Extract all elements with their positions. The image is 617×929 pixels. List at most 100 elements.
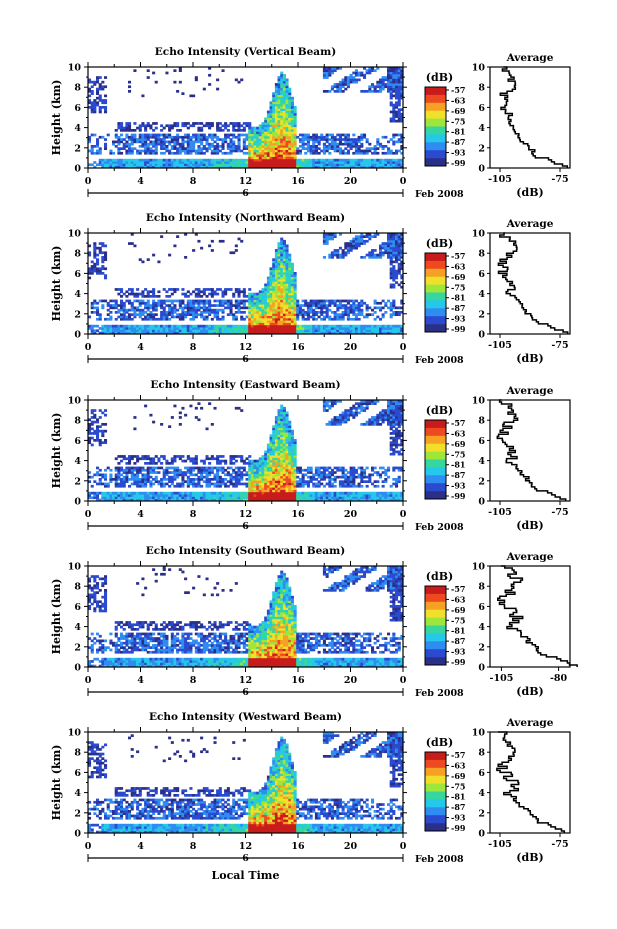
heatmap-cell [218,129,222,132]
heatmap-cell [93,473,97,477]
heatmap-cell [101,491,105,495]
heatmap-cell [387,256,391,259]
heatmap-cell [186,496,190,500]
heatmap-cell [269,158,273,162]
heatmap-cell [253,496,257,500]
heatmap-cell [285,145,289,148]
heatmap-cell [282,94,286,98]
heatmap-cell [250,329,254,333]
heatmap-cell [282,131,286,134]
heatmap-cell [258,290,262,294]
heatmap-cell [120,124,124,128]
heatmap-cell [237,158,241,162]
heatmap-cell [240,491,244,495]
heatmap-cell [357,73,361,77]
heatmap-cell [277,301,281,305]
heatmap-cell [269,135,273,139]
heatmap-cell [277,94,281,98]
heatmap-cell [130,308,134,312]
heatmap-cell [274,103,278,107]
heatmap-cell [152,329,156,333]
heatmap-cell [149,480,153,483]
heatmap-cell [266,140,270,144]
heatmap-cell [141,498,145,502]
heatmap-cell [216,475,220,479]
heatmap-cell [253,135,257,139]
heatmap-cell [338,149,342,153]
heatmap-cell [200,311,204,314]
heatmap-cell [96,253,100,257]
heatmap-cell [117,315,121,319]
heatmap-cell [344,306,348,310]
heatmap-cell [317,299,321,303]
heatmap-cell [146,496,150,500]
heatmap-cell [293,329,297,333]
heatmap-cell [277,258,281,261]
heatmap-cell [240,315,244,319]
heatmap-cell [189,311,193,314]
heatmap-cell [365,233,369,236]
heatmap-cell [338,142,342,146]
heatmap-cell [192,140,196,144]
heatmap-cell [293,327,297,330]
heatmap-cell [224,498,228,502]
heatmap-cell [384,304,388,307]
heatmap-cell [122,327,126,330]
heatmap-cell [229,324,233,328]
heatmap-cell [152,145,156,148]
heatmap-cell [266,324,270,328]
heatmap-cell [274,313,278,316]
heatmap-cell [197,138,201,141]
heatmap-cell [368,329,372,333]
heatmap-cell [192,317,196,321]
heatmap-cell [138,163,142,167]
heatmap-cell [133,140,137,144]
heatmap-cell [122,324,126,328]
heatmap-cell [272,101,276,105]
heatmap-cell [298,149,302,153]
heatmap-cell [261,154,265,157]
heatmap-cell [240,165,244,169]
heatmap-cell [365,138,369,141]
heatmap-cell [189,158,193,162]
heatmap-cell [157,491,161,495]
heatmap-cell [184,149,188,153]
heatmap-cell [253,468,257,472]
heatmap-cell [122,126,126,130]
y-axis-label: Height (km) [50,80,63,156]
heatmap-cell [400,267,404,271]
heatmap-cell [397,80,401,84]
heatmap-cell [282,308,286,312]
heatmap-cell [336,161,340,164]
heatmap-cell [277,161,281,164]
heatmap-cell [90,423,94,426]
heatmap-cell [363,331,367,335]
heatmap-cell [360,304,364,307]
heatmap-cell [114,468,118,472]
heatmap-cell [258,478,262,481]
heatmap-cell [234,299,238,303]
heatmap-cell [232,292,236,296]
heatmap-cell [210,304,214,307]
heatmap-cell [138,304,142,307]
heatmap-cell [325,140,329,144]
heatmap-cell [104,108,108,111]
heatmap-cell [248,304,252,307]
heatmap-cell [357,304,361,307]
heatmap-cell [357,317,361,321]
heatmap-cell [290,154,294,157]
heatmap-cell [192,484,196,488]
heatmap-cell [328,151,332,155]
avg-y-tick-label: 8 [478,83,485,94]
heatmap-cell [266,297,270,300]
heatmap-cell [250,295,254,298]
heatmap-cell [293,151,297,155]
heatmap-cell [216,126,220,130]
heatmap-cell [264,498,268,502]
heatmap-cell [280,110,284,114]
heatmap-cell [189,313,193,316]
heatmap-cell [218,329,222,333]
heatmap-cell [186,299,190,303]
heatmap-cell [280,239,284,243]
heatmap-cell [349,145,353,148]
